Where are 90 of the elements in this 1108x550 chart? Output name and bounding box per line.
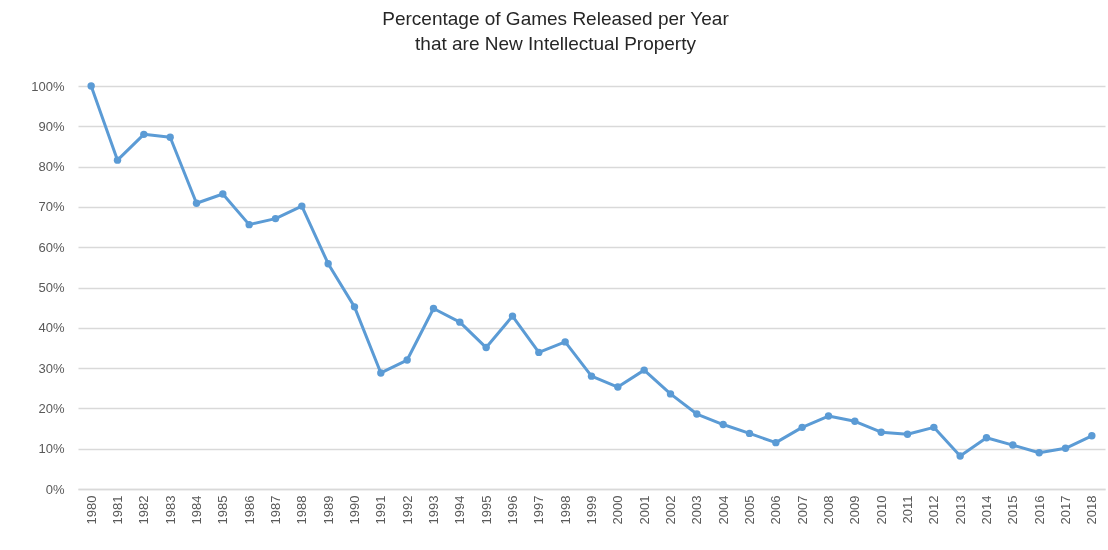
x-tick-label: 1999 [584,495,599,525]
x-tick-label: 2017 [1058,495,1073,525]
y-tick-label: 100% [31,78,65,94]
point [350,303,359,311]
y-tick-label: 80% [38,159,65,175]
y-tick-label: 60% [38,239,65,255]
x-tick-label: 1980 [83,495,99,525]
x-tick-label: 2008 [821,495,836,525]
y-tick-label: 70% [38,199,65,215]
x-tick-label: 1990 [347,495,362,525]
x-tick-label: 1983 [162,495,178,525]
x-tick-label: 2007 [794,495,810,525]
x-tick-label: 2015 [1005,495,1021,525]
x-tick-label: 1994 [452,495,468,525]
point [113,156,122,164]
x-tick-label: 1988 [294,495,310,525]
point [403,356,411,364]
point [824,412,833,420]
point [877,428,885,436]
point [956,452,964,460]
x-tick-label: 2004 [715,495,731,525]
point [166,133,174,141]
y-tick-label: 40% [38,320,65,336]
point [429,304,438,313]
x-tick-label: 2002 [663,495,678,525]
x-tick-label: 1989 [320,495,336,525]
point [798,423,806,432]
point [456,318,464,326]
x-tick-label: 1996 [505,495,520,525]
point [324,260,332,268]
point [245,220,253,229]
x-tick-label: 2018 [1084,495,1100,525]
x-tick-label: 1986 [241,495,257,525]
x-tick-label: 2003 [689,495,705,525]
x-tick-label: 2000 [610,495,626,525]
point [614,383,622,391]
point [561,338,569,346]
x-tick-label: 1992 [399,495,415,525]
point [1061,444,1070,452]
y-tick-label: 50% [38,280,65,295]
point [1009,441,1017,449]
x-tick-label: 2005 [742,495,757,525]
point [1035,449,1043,457]
point [87,82,95,90]
point [640,366,648,374]
point [140,130,148,139]
x-tick-label: 1993 [426,495,441,525]
point [508,312,517,320]
x-tick-label: 1984 [189,495,204,525]
chart-title: Percentage of Games Released per Year that are New Intellectual Property [382,8,730,54]
x-tick-label: 2013 [952,495,968,525]
x-tick-label: 2014 [979,495,994,525]
point [903,430,912,438]
x-tick-label: 2016 [1031,495,1047,525]
point [219,190,227,198]
x-tick-label: 2001 [636,495,652,525]
x-tick-label: 1987 [268,495,283,525]
point [298,202,306,210]
point [719,420,727,429]
point [930,423,938,432]
point [772,438,780,447]
point [745,429,754,438]
x-tick-label: 1995 [478,495,494,525]
point [535,348,543,357]
x-tick-label: 2011 [900,495,915,524]
point [192,199,201,207]
y-tick-label: 10% [38,441,65,457]
x-tick-label: 2012 [926,495,942,525]
y-tick-label: 20% [38,400,65,416]
point [851,417,859,425]
y-tick-label: 30% [38,360,65,376]
point [982,434,991,442]
point [1088,432,1096,440]
x-tick-label: 2009 [847,495,863,525]
x-tick-label: 1998 [557,495,573,525]
point [666,390,675,398]
point [377,369,385,377]
x-tick-label: 1981 [110,495,125,525]
y-tick-label: 90% [38,118,65,134]
point [482,343,490,352]
x-tick-label: 1985 [215,495,231,525]
x-tick-label: 1991 [373,495,389,525]
x-tick-label: 1982 [136,495,152,525]
y-tick-label: 0% [45,481,65,497]
x-tick-label: 2006 [768,495,784,525]
point [271,214,280,223]
x-tick-label: 2010 [873,495,889,525]
point [587,372,596,380]
point [693,410,701,418]
x-tick-label: 1997 [531,495,547,525]
